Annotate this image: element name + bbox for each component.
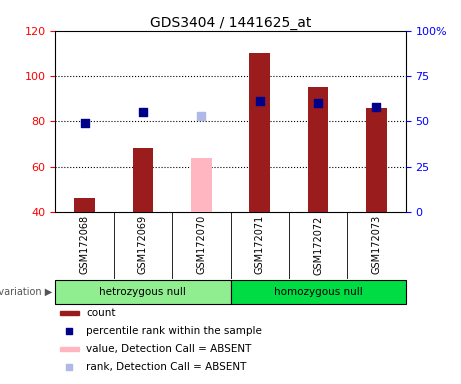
Text: GSM172068: GSM172068 xyxy=(79,215,89,274)
Bar xyxy=(191,157,212,212)
Point xyxy=(256,98,263,104)
Text: count: count xyxy=(86,308,115,318)
Text: GSM172072: GSM172072 xyxy=(313,215,323,275)
Point xyxy=(198,113,205,119)
Bar xyxy=(74,198,95,212)
Bar xyxy=(366,108,387,212)
Bar xyxy=(55,280,230,303)
Text: GSM172070: GSM172070 xyxy=(196,215,207,275)
Point xyxy=(65,364,73,370)
Point xyxy=(139,109,147,115)
Text: hetrozygous null: hetrozygous null xyxy=(100,287,186,297)
Text: value, Detection Call = ABSENT: value, Detection Call = ABSENT xyxy=(86,344,251,354)
Text: genotype/variation ▶: genotype/variation ▶ xyxy=(0,287,52,297)
Title: GDS3404 / 1441625_at: GDS3404 / 1441625_at xyxy=(150,16,311,30)
Text: homozygous null: homozygous null xyxy=(274,287,362,297)
Text: GSM172069: GSM172069 xyxy=(138,215,148,274)
Text: GSM172071: GSM172071 xyxy=(254,215,265,275)
Point xyxy=(373,104,380,110)
Bar xyxy=(60,311,79,315)
Bar xyxy=(230,280,406,303)
Point xyxy=(81,120,88,126)
Text: percentile rank within the sample: percentile rank within the sample xyxy=(86,326,262,336)
Text: rank, Detection Call = ABSENT: rank, Detection Call = ABSENT xyxy=(86,362,246,372)
Bar xyxy=(249,53,270,212)
Bar xyxy=(308,87,328,212)
Point xyxy=(65,328,73,334)
Bar xyxy=(60,347,79,351)
Text: GSM172073: GSM172073 xyxy=(372,215,382,275)
Bar xyxy=(133,149,153,212)
Point xyxy=(314,100,322,106)
